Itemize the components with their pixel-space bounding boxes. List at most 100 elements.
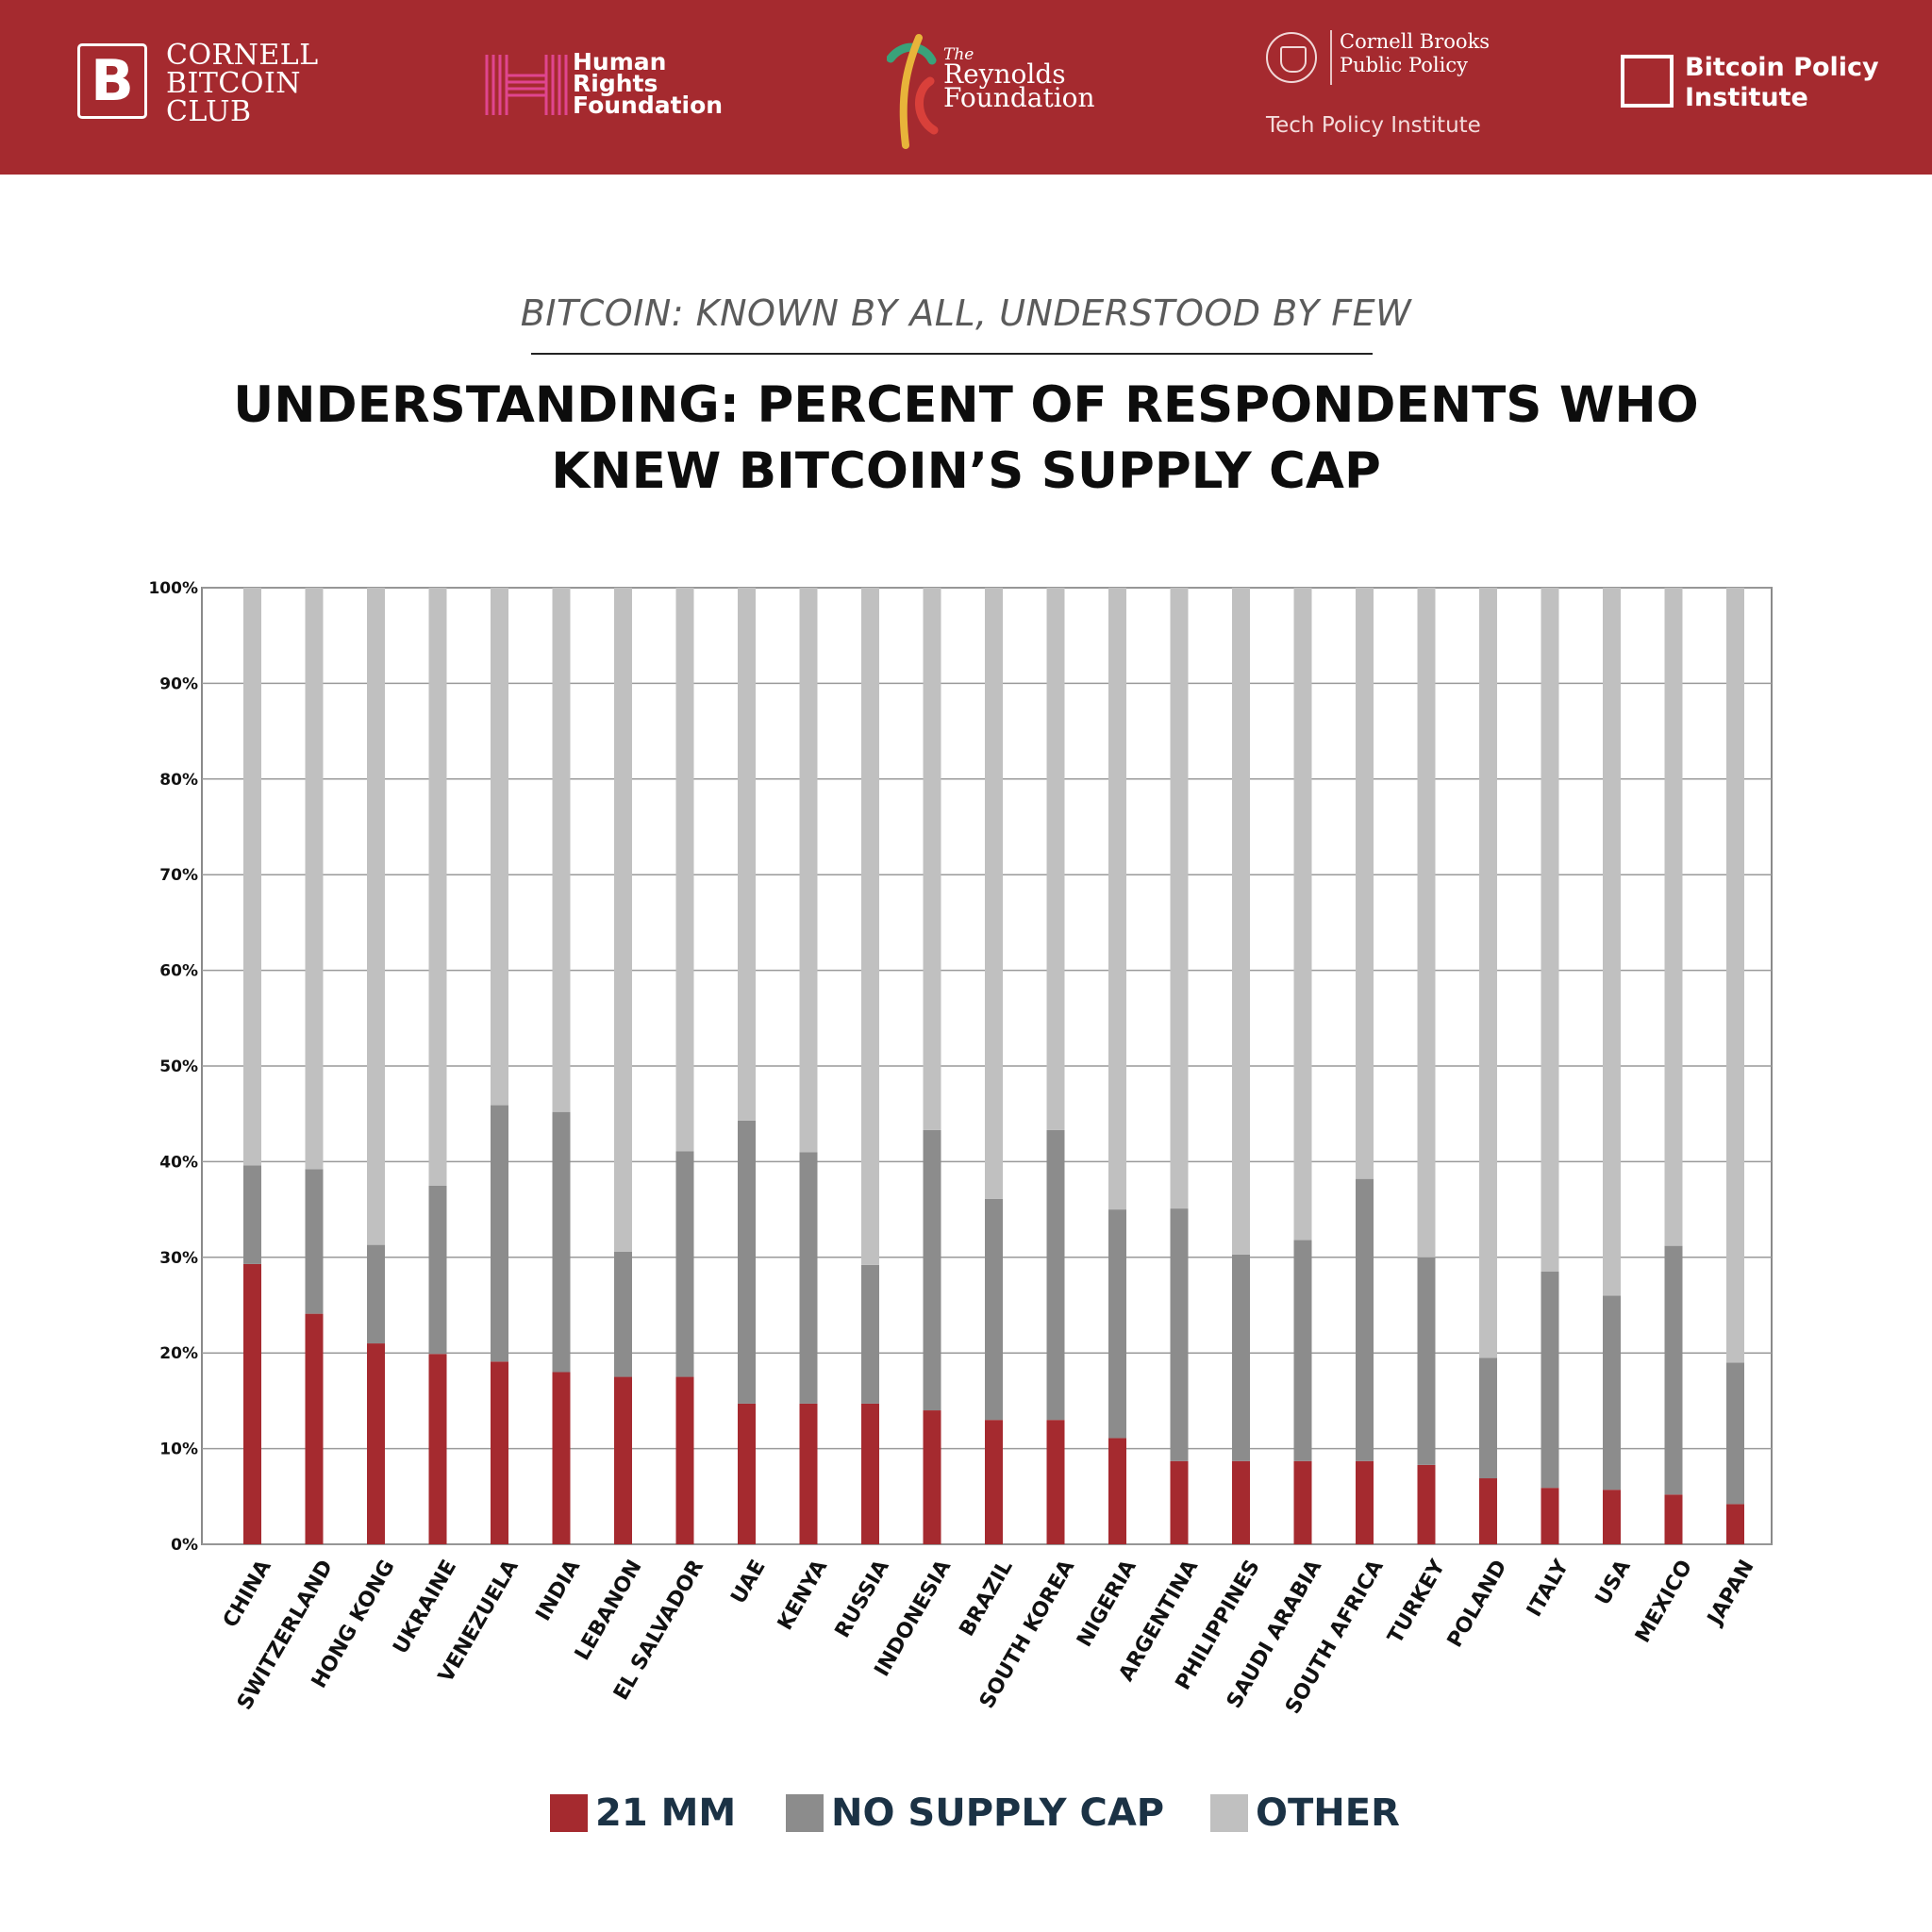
- y-tick-label: 20%: [159, 1344, 198, 1363]
- bar-segment: [1170, 588, 1189, 1209]
- x-tick-label: ITALY: [1523, 1556, 1574, 1622]
- chart-subtitle: BITCOIN: KNOWN BY ALL, UNDERSTOOD BY FEW: [520, 292, 1412, 334]
- reynolds-foundation-logo: The Reynolds Foundation: [887, 32, 1132, 155]
- cb-divider: [1330, 30, 1332, 85]
- y-tick-label: 10%: [159, 1441, 198, 1459]
- bar-segment: [675, 1151, 694, 1377]
- cb-line-1: Cornell Brooks: [1340, 30, 1491, 53]
- bar-segment: [1726, 1362, 1744, 1505]
- rf-line-3: Foundation: [943, 82, 1095, 113]
- bar-segment: [1541, 1488, 1559, 1544]
- reynolds-swoosh-icon: [887, 34, 939, 149]
- bar-segment: [1046, 588, 1065, 1130]
- bar-segment: [799, 588, 818, 1153]
- bar-segment: [985, 1198, 1003, 1421]
- bar-segment: [1417, 588, 1436, 1257]
- bar-segment: [861, 1264, 879, 1404]
- cornell-bitcoin-club-logo: B CORNELL BITCOIN CLUB: [77, 42, 323, 128]
- bar-segment: [1293, 1460, 1312, 1544]
- bpi-square-icon: [1621, 55, 1674, 108]
- x-tick-label: BRAZIL: [956, 1557, 1018, 1641]
- legend-label-other: OTHER: [1256, 1791, 1400, 1835]
- y-tick-label: 50%: [159, 1058, 198, 1076]
- x-tick-label: JAPAN: [1703, 1557, 1759, 1631]
- rf-line-1: The: [943, 45, 974, 64]
- bar-segment: [1664, 1494, 1683, 1544]
- x-tick-label: POLAND: [1443, 1557, 1512, 1652]
- bar-segment: [428, 1185, 447, 1355]
- y-tick-label: 0%: [171, 1536, 198, 1555]
- y-tick-label: 70%: [159, 866, 198, 885]
- bar-segment: [1541, 1272, 1559, 1489]
- chart-title-line-1: UNDERSTANDING: PERCENT OF RESPONDENTS WH…: [233, 376, 1699, 434]
- y-tick-label: 40%: [159, 1153, 198, 1172]
- bar-segment: [1417, 1257, 1436, 1465]
- bar-segment: [552, 1111, 571, 1373]
- bar-segment: [1356, 1460, 1374, 1544]
- bar-segment: [1108, 1209, 1126, 1439]
- bar-segment: [738, 588, 756, 1121]
- subtitle-underline: [531, 353, 1373, 355]
- legend-label-no-supply-cap: NO SUPPLY CAP: [831, 1791, 1165, 1835]
- legend-swatch-other: [1210, 1794, 1248, 1832]
- y-tick-label: 90%: [159, 675, 198, 693]
- bar-segment: [923, 1410, 941, 1544]
- x-tick-label: USA: [1591, 1557, 1636, 1609]
- bar-segment: [923, 1129, 941, 1411]
- hrf-line-3: Foundation: [573, 92, 724, 119]
- legend-swatch-no-supply-cap: [786, 1794, 824, 1832]
- bar-segment: [1232, 1460, 1250, 1544]
- bitcoin-icon: B: [77, 43, 147, 119]
- bar-segment: [738, 1403, 756, 1544]
- bar-segment: [675, 588, 694, 1152]
- x-tick-label: INDIA: [532, 1557, 586, 1625]
- cbc-line-3: CLUB: [166, 95, 252, 128]
- bar-segment: [985, 588, 1003, 1199]
- bar-segment: [1170, 1460, 1189, 1544]
- x-tick-label: CHINA: [219, 1557, 276, 1632]
- bar-segment: [614, 1376, 632, 1544]
- hrf-line-2: Rights: [573, 70, 658, 97]
- bar-segment: [367, 1244, 385, 1344]
- legend-swatch-21mm: [550, 1794, 588, 1832]
- bar-segment: [1479, 1478, 1497, 1544]
- bar-segment: [243, 1263, 261, 1544]
- bar-segment: [428, 1354, 447, 1544]
- bar-segment: [1356, 588, 1374, 1179]
- bar-segment: [799, 1403, 818, 1544]
- y-tick-label: 100%: [148, 579, 198, 598]
- cbc-line-2: BITCOIN: [166, 67, 302, 100]
- x-tick-label: TURKEY: [1384, 1556, 1451, 1648]
- cornell-seal-icon: [1266, 32, 1317, 83]
- bar-segment: [1726, 1504, 1744, 1544]
- bar-segment: [985, 1420, 1003, 1544]
- bar-segment: [1232, 588, 1250, 1255]
- y-tick-label: 60%: [159, 962, 198, 981]
- bpi-line-1: Bitcoin Policy: [1685, 53, 1879, 82]
- bar-segment: [491, 1105, 508, 1362]
- bar-segment: [491, 588, 508, 1106]
- bar-segment: [1603, 588, 1621, 1296]
- bar-segment: [1664, 588, 1683, 1246]
- bar-segment: [367, 1343, 385, 1544]
- bar-segment: [1046, 1420, 1065, 1544]
- bar-segment: [367, 588, 385, 1245]
- hrf-mark-icon: [485, 55, 568, 115]
- bar-segment: [1664, 1245, 1683, 1495]
- bar-segment: [1108, 588, 1126, 1210]
- y-tick-label: 80%: [159, 771, 198, 790]
- x-tick-label: UKRAINE: [389, 1557, 461, 1658]
- bar-segment: [1108, 1438, 1126, 1544]
- bar-segment: [738, 1120, 756, 1404]
- bar-segment: [923, 588, 941, 1130]
- bar-segment: [1417, 1464, 1436, 1544]
- bar-segment: [552, 588, 571, 1112]
- cornell-brooks-logo: Cornell Brooks Public Policy Tech Policy…: [1264, 28, 1491, 151]
- bar-segment: [614, 1251, 632, 1377]
- bar-segment: [1726, 588, 1744, 1363]
- bar-segment: [861, 588, 879, 1265]
- bar-segment: [1293, 588, 1312, 1241]
- chart-title: UNDERSTANDING: PERCENT OF RESPONDENTS WH…: [0, 373, 1932, 505]
- bar-segment: [1232, 1254, 1250, 1461]
